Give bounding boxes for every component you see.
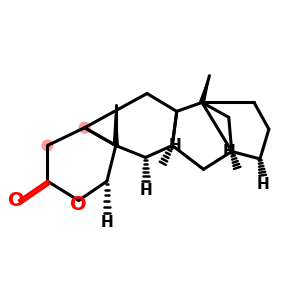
Text: H: H (139, 183, 152, 198)
Circle shape (79, 122, 90, 133)
Text: H: H (222, 144, 235, 159)
Text: O: O (8, 191, 25, 210)
Text: H: H (100, 215, 113, 230)
Text: O: O (70, 196, 87, 214)
Text: H: H (256, 177, 269, 192)
Circle shape (42, 140, 53, 151)
Polygon shape (200, 76, 209, 103)
Polygon shape (113, 105, 118, 146)
Text: H: H (169, 138, 182, 153)
